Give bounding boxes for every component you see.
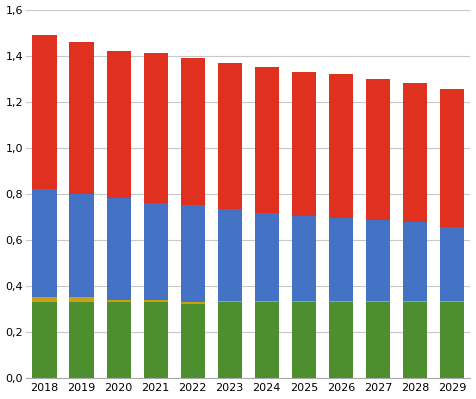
Bar bbox=[366, 302, 390, 378]
Bar bbox=[440, 89, 464, 227]
Bar bbox=[32, 189, 57, 297]
Bar bbox=[144, 300, 168, 302]
Bar bbox=[255, 67, 279, 213]
Bar bbox=[329, 302, 353, 378]
Bar bbox=[180, 304, 205, 378]
Bar bbox=[69, 297, 94, 302]
Bar bbox=[366, 301, 390, 302]
Bar bbox=[255, 213, 279, 301]
Bar bbox=[144, 203, 168, 300]
Bar bbox=[32, 35, 57, 189]
Bar bbox=[32, 302, 57, 378]
Bar bbox=[366, 79, 390, 220]
Bar bbox=[329, 74, 353, 218]
Bar bbox=[69, 194, 94, 297]
Bar bbox=[403, 223, 427, 301]
Bar bbox=[403, 302, 427, 378]
Bar bbox=[144, 302, 168, 378]
Bar bbox=[329, 301, 353, 302]
Bar bbox=[440, 302, 464, 378]
Bar bbox=[403, 301, 427, 302]
Bar bbox=[218, 301, 242, 302]
Bar bbox=[329, 218, 353, 301]
Bar bbox=[144, 53, 168, 203]
Bar bbox=[69, 42, 94, 194]
Bar bbox=[440, 227, 464, 301]
Bar bbox=[292, 302, 316, 378]
Bar bbox=[107, 302, 130, 378]
Bar bbox=[366, 220, 390, 301]
Bar bbox=[440, 301, 464, 302]
Bar bbox=[32, 297, 57, 302]
Bar bbox=[107, 51, 130, 198]
Bar bbox=[292, 301, 316, 302]
Bar bbox=[292, 215, 316, 301]
Bar bbox=[255, 301, 279, 302]
Bar bbox=[218, 209, 242, 301]
Bar bbox=[180, 58, 205, 205]
Bar bbox=[218, 63, 242, 209]
Bar bbox=[69, 302, 94, 378]
Bar bbox=[292, 72, 316, 215]
Bar bbox=[107, 198, 130, 300]
Bar bbox=[218, 302, 242, 378]
Bar bbox=[403, 83, 427, 223]
Bar bbox=[180, 302, 205, 304]
Bar bbox=[255, 302, 279, 378]
Bar bbox=[107, 300, 130, 302]
Bar bbox=[180, 205, 205, 302]
